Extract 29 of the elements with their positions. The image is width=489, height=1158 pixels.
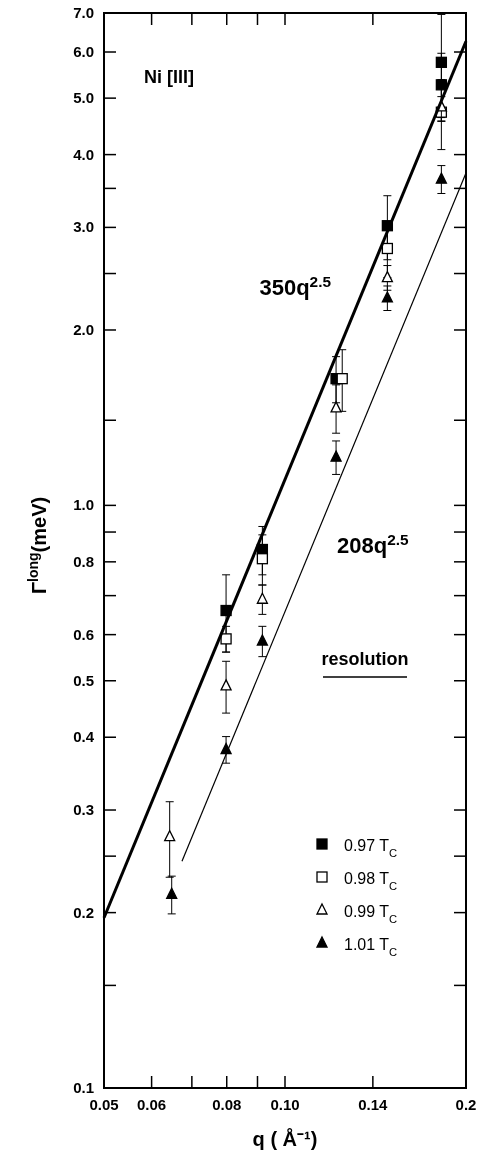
legend-label: 0.97 T$_{C}$ xyxy=(344,837,398,859)
annotation: Ni [III] xyxy=(144,67,194,87)
x-tick-label: 0.2 xyxy=(455,1096,477,1113)
text: 2.0 xyxy=(73,320,94,338)
annotation: 208q$^{2.5}$ xyxy=(337,530,410,558)
y-tick-label: 0.6 xyxy=(73,625,94,643)
y-tick-label: 0.3 xyxy=(73,801,94,819)
x-tick-label: 0.08 xyxy=(212,1096,242,1113)
text: 6.0 xyxy=(73,43,94,60)
annotation: 350q$^{2.5}$ xyxy=(259,272,332,300)
legend-label: 1.01 T$_{C}$ xyxy=(344,936,398,958)
legend-label: 0.98 T$_{C}$ xyxy=(344,870,398,892)
text: 7.0 xyxy=(73,4,94,21)
text: 1.0 xyxy=(73,496,94,514)
x-axis-title: q ( Å⁻¹) xyxy=(252,1127,318,1150)
x-tick-label: 0.05 xyxy=(89,1096,119,1113)
text: 5.0 xyxy=(73,89,94,107)
annotation: resolution xyxy=(321,649,409,669)
text: 4.0 xyxy=(73,145,94,163)
y-tick-label: 0.4 xyxy=(73,728,95,746)
text: 0.10 xyxy=(270,1096,300,1113)
legend-label: 0.99 T$_{C}$ xyxy=(344,903,398,925)
x-tick-label: 0.06 xyxy=(137,1096,167,1113)
y-tick-label: 0.1 xyxy=(73,1079,94,1096)
y-tick-label: 0.5 xyxy=(73,671,94,689)
x-tick-label: 0.14 xyxy=(358,1096,389,1113)
y-tick-label: 0.8 xyxy=(73,552,94,570)
text: 3.0 xyxy=(73,218,94,236)
y-tick-label: 0.2 xyxy=(73,903,94,921)
